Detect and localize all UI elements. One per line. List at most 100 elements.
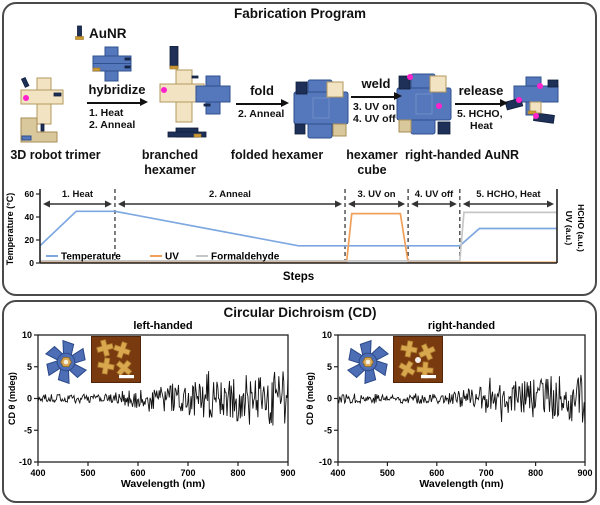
step-substep: 2. Anneal [238, 107, 285, 120]
afm-origami-blob [113, 341, 131, 359]
y-tick-label: 60 [25, 189, 35, 199]
staple-site-dot [23, 95, 29, 101]
arrowhead-left [117, 200, 125, 208]
stage-label-released: right-handed AuNR [404, 148, 520, 162]
right-arrow-icon [87, 97, 148, 106]
cd-chart-right-handed: 400 500 600 700 800 900 10 5 0 -5 -10 right-handed C… [300, 318, 596, 504]
x-tick-label: 600 [130, 468, 145, 478]
x-axis-label: Wavelength (nm) [419, 478, 503, 490]
step-fold: fold 2. Anneal [236, 83, 289, 120]
afm-micrograph [393, 336, 443, 383]
afm-origami-blob [418, 343, 436, 361]
y-tick-label: 5 [27, 362, 32, 372]
legend-label: Temperature [61, 252, 121, 263]
right-handed-hexamer-schematic-inset [345, 338, 391, 386]
afm-bright-spot [415, 357, 421, 363]
fabrication-panel [2, 2, 597, 296]
structure-aunr-monomer [92, 46, 132, 82]
arrowhead-right [398, 200, 406, 208]
weld-site-dot [436, 103, 442, 109]
legend-label: UV [165, 252, 179, 263]
chart-title: left-handed [133, 320, 192, 332]
afm-micrograph [91, 336, 141, 383]
x-axis-label: Wavelength (nm) [121, 478, 205, 490]
y-axis-label: CD θ (mdeg) [305, 372, 315, 425]
arrowhead-left [43, 200, 50, 208]
structure-branched-hexamer [159, 46, 231, 138]
arrowhead-right [335, 200, 343, 208]
series-formaldehyde [40, 211, 557, 262]
cd-chart-left-handed: 400 500 600 700 800 900 10 5 0 -5 -10 left-handed CD… [2, 318, 298, 504]
x-tick-label: 800 [230, 468, 245, 478]
arrowhead-right [547, 200, 554, 208]
pinwheel-group [346, 339, 390, 385]
cd-panel-title: Circular Dichroism (CD) [223, 305, 377, 320]
region-label: 3. UV on [358, 189, 396, 200]
legend-label: Formaldehyde [211, 252, 280, 263]
cd-spectrum-line [337, 374, 586, 425]
y-tick-label: -10 [19, 457, 32, 467]
x-tick-label: 600 [429, 468, 444, 478]
afm-origami-blob [97, 357, 115, 375]
step-substep: 5. HCHO, [457, 107, 503, 120]
arrowhead-left [411, 200, 419, 208]
right-axis-label-uv: UV (a.u.) [564, 211, 574, 246]
cd-right-plot: 400 500 600 700 800 900 10 5 0 -5 -10 right-handed C… [305, 320, 593, 490]
y-axis-label: Temperature (°C) [5, 193, 15, 265]
afm-origami-blob [400, 340, 418, 358]
step-weld: weld 3. UV on 4. UV off [351, 77, 402, 126]
afm-background [91, 336, 141, 383]
step-substep: Heat [470, 120, 493, 133]
weld-site-dot [516, 97, 522, 103]
y-tick-label: -5 [324, 425, 332, 435]
cd-panel [2, 300, 597, 503]
fabrication-panel-title: Fabrication Program [233, 6, 367, 21]
arrowhead-right [449, 200, 457, 208]
region-label: 1. Heat [62, 189, 94, 200]
x-tick-label: 500 [380, 468, 395, 478]
x-axis-label: Steps [283, 271, 314, 283]
aunr-label-text: AuNR [89, 26, 127, 41]
y-tick-label: 5 [327, 362, 332, 372]
y-tick-label: 10 [22, 330, 32, 340]
step-substep: 4. UV off [353, 113, 396, 126]
weld-site-dot [537, 83, 543, 89]
aunr-label-group: AuNR [74, 25, 127, 41]
right-arrow-icon [351, 91, 402, 100]
y-tick-label: 20 [25, 235, 35, 245]
chart-title: right-handed [428, 320, 495, 332]
x-tick-label: 400 [30, 468, 45, 478]
afm-origami-blob [96, 339, 114, 357]
right-arrow-icon [455, 98, 508, 107]
fabrication-program-chart: 1. Heat 2. Anneal 3. UV on 4. UV off 5. HCHO… [5, 189, 586, 283]
step-substep: 3. UV on [353, 100, 396, 113]
right-axis-label-hcho: HCHO (a.u.) [576, 204, 586, 252]
aunr-rod-icon [75, 25, 84, 40]
cd-spectrum-line [37, 371, 289, 426]
region-label: 5. HCHO, Heat [476, 189, 541, 200]
structure-3d-robot-trimer [20, 76, 64, 143]
step-action-label: release [458, 83, 504, 98]
step-action-label: hybridize [88, 82, 146, 97]
x-tick-label: 800 [528, 468, 543, 478]
left-handed-afm-image-inset [91, 336, 141, 383]
pinwheel-group [44, 339, 88, 385]
stage-label-folded: folded hexamer [230, 148, 324, 162]
step-release: release 5. HCHO, Heat [455, 83, 508, 133]
left-handed-hexamer-schematic-inset [43, 338, 89, 386]
afm-scale-bar [119, 375, 134, 379]
step-action-label: fold [250, 83, 274, 98]
y-axis-label: CD θ (mdeg) [7, 372, 17, 425]
y-tick-label: 0 [29, 258, 34, 268]
stage-label-cube: hexamer cube [346, 148, 398, 177]
hexamer-pinwheel-icon [346, 339, 390, 385]
staple-site-dot [161, 87, 167, 93]
structure-hexamer-cube [396, 73, 452, 135]
x-tick-label: 900 [577, 468, 592, 478]
y-tick-label: 0 [327, 394, 332, 404]
arrowhead-right [104, 200, 112, 208]
region-label: 2. Anneal [209, 189, 251, 200]
y-tick-label: 10 [322, 330, 332, 340]
right-handed-afm-image-inset [393, 336, 443, 383]
